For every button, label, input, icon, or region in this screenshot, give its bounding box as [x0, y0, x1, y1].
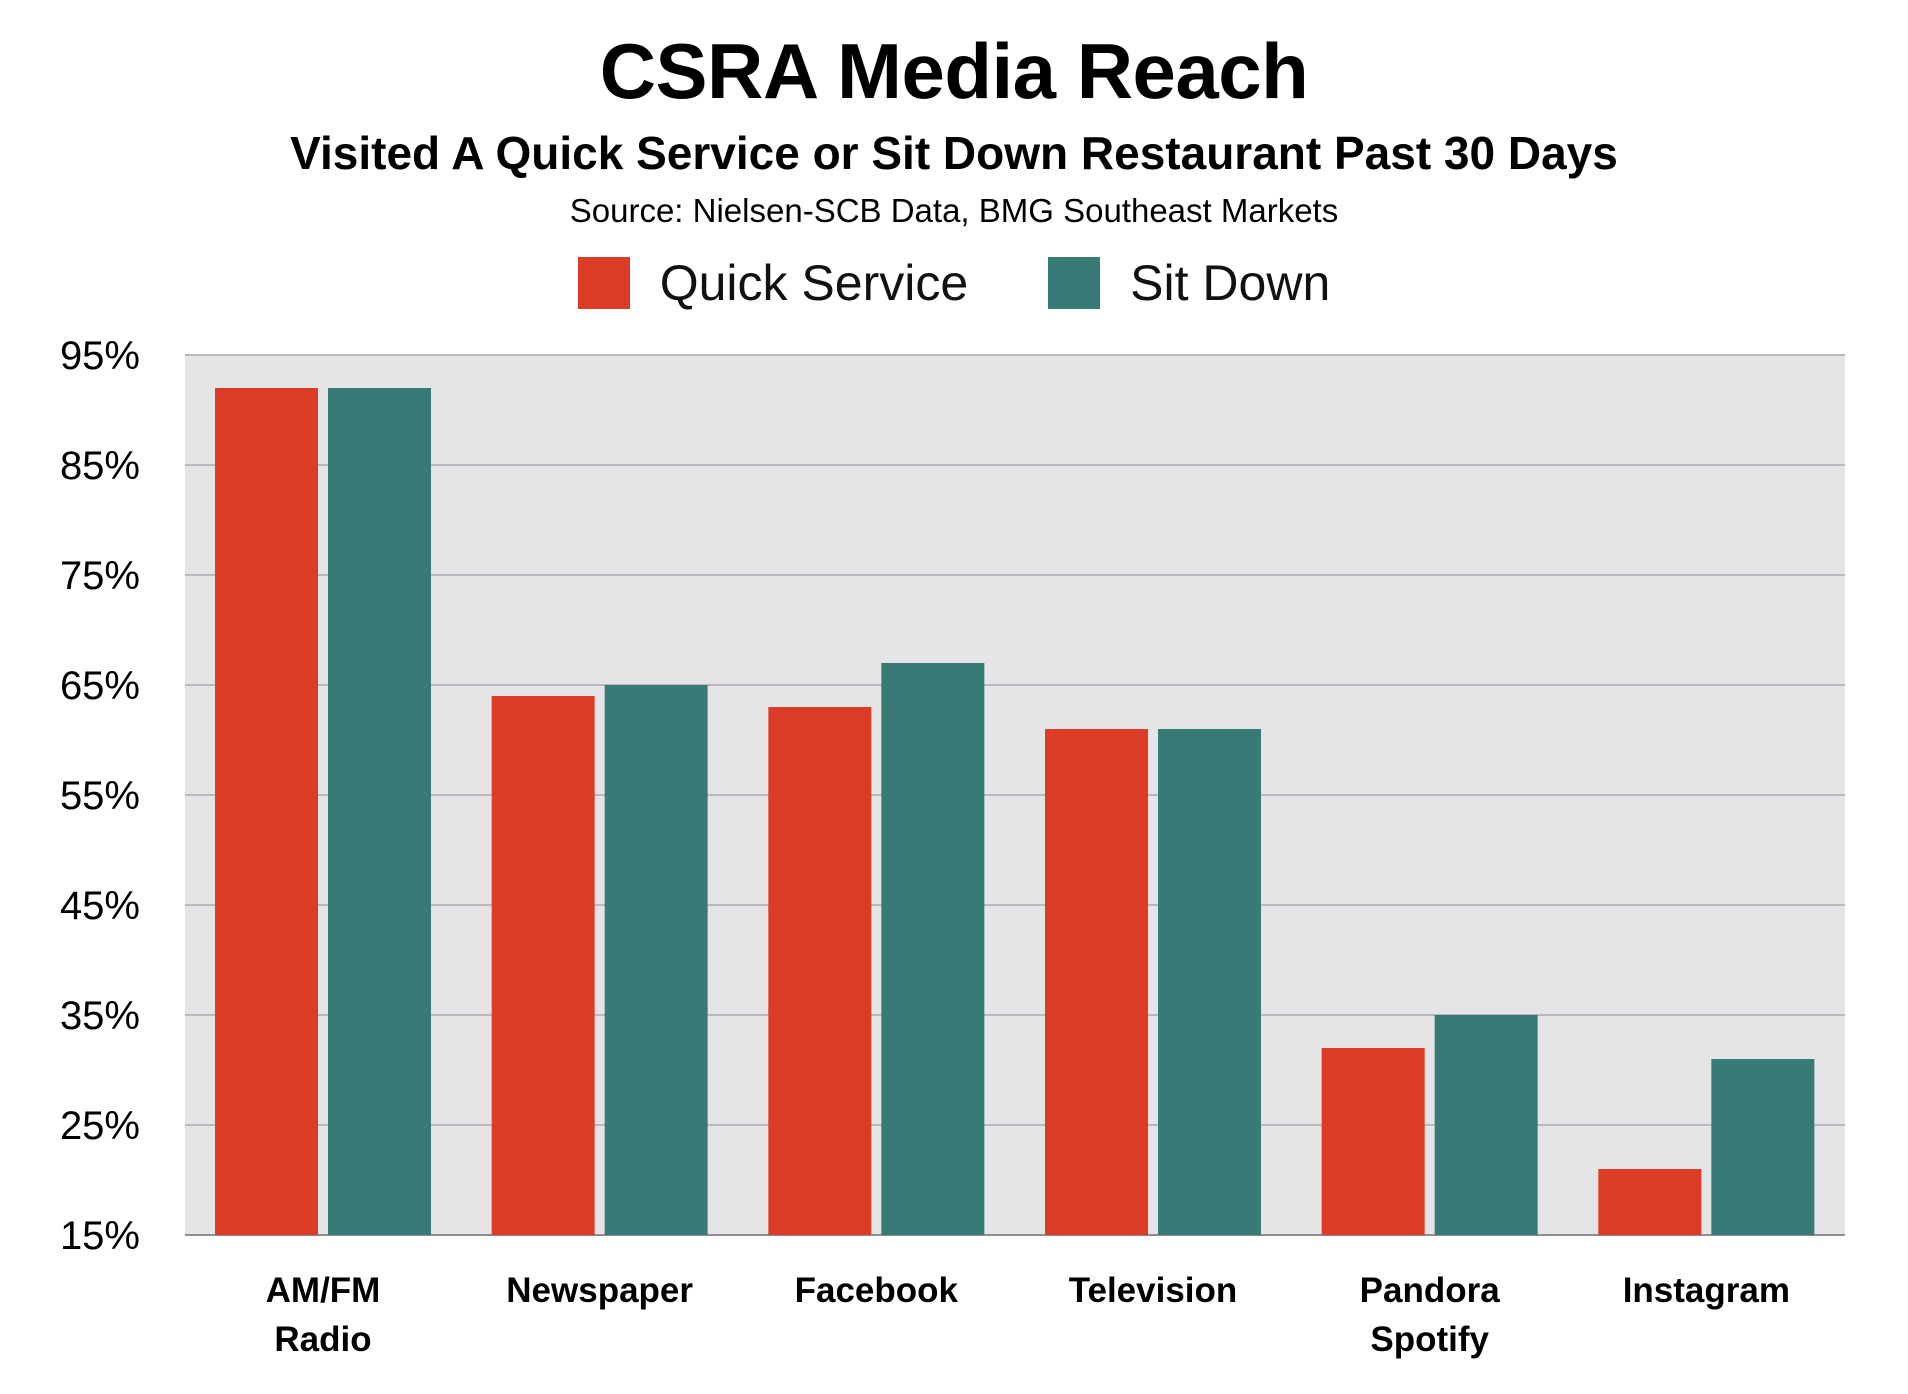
x-tick-label: Instagram: [1623, 1271, 1790, 1310]
bar-quick-service: [215, 388, 318, 1235]
x-tick-label: Television: [1069, 1271, 1238, 1310]
bar-quick-service: [1321, 1048, 1425, 1235]
legend-item-sit-down: Sit Down: [1048, 254, 1330, 312]
bar-quick-service: [1598, 1169, 1702, 1235]
bar-quick-service: [491, 696, 595, 1235]
bar-quick-service: [768, 707, 872, 1235]
legend-swatch-sit-down: [1048, 257, 1101, 309]
y-tick-label: 55%: [60, 774, 140, 818]
y-tick-label: 75%: [60, 554, 140, 598]
x-tick-label: Spotify: [1370, 1320, 1489, 1359]
chart-title: CSRA Media Reach: [599, 27, 1309, 115]
x-tick-label: Pandora: [1360, 1271, 1501, 1310]
y-tick-label: 85%: [60, 444, 140, 488]
bar-sit-down: [1434, 1015, 1538, 1235]
y-tick-label: 65%: [60, 664, 140, 708]
y-tick-label: 15%: [60, 1214, 140, 1258]
x-tick-label: Facebook: [795, 1271, 959, 1310]
bar-sit-down: [1158, 729, 1261, 1235]
legend-swatch-quick-service: [577, 257, 630, 309]
legend-label-sit-down: Sit Down: [1130, 255, 1331, 311]
y-tick-label: 45%: [60, 884, 140, 928]
chart-subtitle: Visited A Quick Service or Sit Down Rest…: [290, 127, 1618, 179]
x-tick-label: AM/FM: [266, 1271, 381, 1310]
y-tick-label: 35%: [60, 994, 140, 1038]
bar-sit-down: [604, 685, 708, 1235]
y-tick-label: 25%: [60, 1104, 140, 1148]
legend-item-quick-service: Quick Service: [577, 254, 969, 312]
chart-source: Source: Nielsen-SCB Data, BMG Southeast …: [569, 192, 1339, 229]
y-tick-label: 95%: [60, 334, 140, 378]
legend: Quick Service Sit Down: [0, 254, 1908, 312]
x-tick-label: Radio: [274, 1320, 371, 1359]
bar-sit-down: [881, 663, 985, 1235]
bar-sit-down: [1711, 1059, 1815, 1235]
x-tick-label: Newspaper: [506, 1271, 693, 1310]
bar-sit-down: [328, 388, 431, 1235]
legend-label-quick-service: Quick Service: [659, 255, 969, 311]
bar-quick-service: [1045, 729, 1148, 1235]
